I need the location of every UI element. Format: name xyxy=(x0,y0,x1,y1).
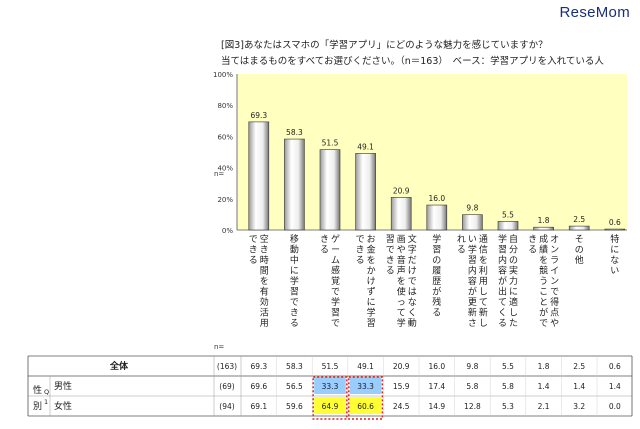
n-label: n= xyxy=(214,343,224,351)
table-cell: 33.3 xyxy=(322,382,339,391)
category-label: オンラインで得点や成績を競うことができる xyxy=(528,233,559,329)
table-cell: 56.5 xyxy=(286,382,303,391)
bar-value-label: 51.5 xyxy=(322,139,339,148)
table-cell: 0.6 xyxy=(609,362,621,371)
table-cell: 9.8 xyxy=(466,362,478,371)
highlight-box xyxy=(348,376,384,420)
table-cell: 5.5 xyxy=(502,362,514,371)
table-cell: 58.3 xyxy=(286,362,303,371)
category-label: ゲーム感覚で学習できる xyxy=(320,233,340,329)
bar-value-label: 2.5 xyxy=(573,215,585,224)
table-cell: 1.4 xyxy=(538,382,550,391)
bar-value-label: 69.3 xyxy=(250,111,267,120)
table-cell: 5.8 xyxy=(466,382,478,391)
table-cell: 69.3 xyxy=(250,362,267,371)
bar xyxy=(248,121,270,231)
bar-value-label: 20.9 xyxy=(393,186,410,195)
table-cell: 49.1 xyxy=(357,362,374,371)
table-cell: 3.2 xyxy=(573,402,585,411)
table-cell: 5.3 xyxy=(502,402,514,411)
bar xyxy=(604,228,626,231)
y-tick-label: 0% xyxy=(222,227,233,235)
table-cell: 0.0 xyxy=(609,402,621,411)
table-cell: 2.5 xyxy=(573,362,585,371)
bar xyxy=(533,226,554,231)
highlight-cell xyxy=(349,397,382,414)
table-cell: 69.1 xyxy=(250,402,267,411)
row-n: (69) xyxy=(219,382,234,391)
bar xyxy=(319,149,341,231)
highlight-cell xyxy=(314,377,346,394)
chart-subtitle: 当てはまるものをすべてお選びください。（n＝163） ベース：学習アプリを入れて… xyxy=(221,56,604,67)
table-cell: 1.8 xyxy=(538,362,550,371)
bar xyxy=(284,138,305,231)
bar xyxy=(568,225,590,231)
chart-title: [図3]あなたはスマホの「学習アプリ」にどのような魅力を感じていますか？ xyxy=(221,40,548,51)
bar xyxy=(426,204,448,231)
bar-value-label: 9.8 xyxy=(466,204,478,213)
table-cell: 12.8 xyxy=(464,402,481,411)
brand-logo: ReseMom xyxy=(559,4,630,21)
highlight-cell xyxy=(349,377,382,394)
group-label: 性 xyxy=(33,384,42,396)
table-cell: 5.8 xyxy=(502,382,514,391)
category-label: 通信を利用して新しい学習内容が更新される xyxy=(457,234,488,329)
row-label: 女性 xyxy=(54,400,72,412)
y-tick-label: 20% xyxy=(217,196,233,204)
table-cell: 14.9 xyxy=(428,402,445,411)
category-label: その他 xyxy=(575,234,584,266)
highlight-box xyxy=(312,376,348,420)
table-cell: 69.6 xyxy=(250,382,267,391)
n-label-top: n= xyxy=(214,170,224,178)
bar xyxy=(462,214,483,231)
table-cell: 17.4 xyxy=(428,382,445,391)
bar xyxy=(355,153,376,231)
table-cell: 1.4 xyxy=(609,382,621,391)
table-cell: 1.4 xyxy=(573,382,585,391)
category-label: 自分の実力に適した学習内容が出てくる xyxy=(498,233,518,329)
table-cell: 15.9 xyxy=(393,382,410,391)
bar-value-label: 5.5 xyxy=(502,210,514,219)
table-cell: 64.9 xyxy=(322,402,339,411)
bar-value-label: 1.8 xyxy=(538,216,550,225)
category-label: お金をかけずに学習できる xyxy=(356,234,376,329)
category-label: 特にない xyxy=(610,233,619,277)
table-cell: 59.6 xyxy=(286,402,303,411)
row-n: (163) xyxy=(217,362,237,371)
category-label: 学習の履歴が残る xyxy=(432,233,441,319)
row-n: (94) xyxy=(219,402,234,411)
table-cell: 33.3 xyxy=(357,382,374,391)
y-tick-label: 100% xyxy=(213,71,233,79)
bar-value-label: 0.6 xyxy=(609,218,621,227)
group-label: 別 xyxy=(33,401,42,412)
y-tick-label: 80% xyxy=(217,102,233,110)
category-label: 文字だけではなく動画や音声を使って学習できる xyxy=(386,233,417,329)
y-tick-label: 60% xyxy=(217,133,233,141)
bar-value-label: 58.3 xyxy=(286,128,303,137)
group-sub: 1 xyxy=(44,398,48,406)
row-label: 全体 xyxy=(109,360,129,372)
category-label: 移動中に学習できる xyxy=(290,233,299,329)
y-tick-label: 40% xyxy=(217,165,233,173)
bar xyxy=(390,197,412,231)
table-cell: 60.6 xyxy=(357,402,374,411)
bar-value-label: 16.0 xyxy=(428,194,445,203)
table-cell: 24.5 xyxy=(393,402,410,411)
bar xyxy=(497,221,519,231)
row-label: 男性 xyxy=(54,380,72,392)
table-cell: 2.1 xyxy=(538,402,550,411)
bar-value-label: 49.1 xyxy=(357,142,374,151)
highlight-cell xyxy=(314,397,346,414)
group-sub: Q xyxy=(44,388,49,396)
table-cell: 16.0 xyxy=(428,362,445,371)
table-cell: 20.9 xyxy=(393,362,410,371)
category-label: 空き時間を有効活用できる xyxy=(249,233,269,329)
table-cell: 51.5 xyxy=(322,362,339,371)
